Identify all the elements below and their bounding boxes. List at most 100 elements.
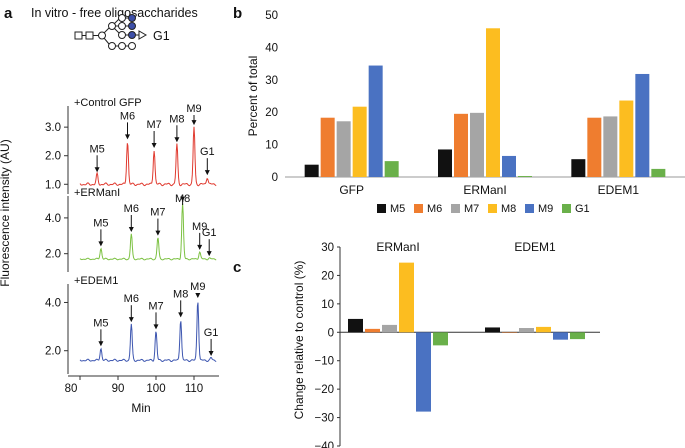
panel-c-category-label: ERManI [376,240,419,254]
peak-arrow-head [98,341,104,347]
panel-c-bar [519,328,534,333]
chromatogram-sample-label: +ERManI [74,187,120,199]
panel-c-y-tick-label: −30 [314,413,334,425]
peak-label: M7 [148,300,163,312]
panel-c-ylabel: Change relative to control (%) [292,261,306,420]
legend-swatch [562,204,571,213]
panel-b-category-label: ERManI [463,183,506,197]
peak-label: M6 [124,293,139,305]
peak-arrow-head [98,241,104,247]
panel-b-bar [603,116,618,177]
panel-b-bar [486,28,500,178]
peak-label: G1 [204,327,219,339]
panel-b-y-tick-label: 20 [265,107,278,119]
peak-label: M7 [146,119,161,131]
chromatogram-sample-label: +EDEM1 [74,275,118,287]
panel-b-bar [619,100,634,177]
panel-b-bar [470,112,484,177]
panel-c-bar [399,262,414,333]
legend-label: M7 [464,203,479,215]
panel-b-bar [587,117,602,177]
panel-c-chart: Change relative to control (%) 30 20 10 0 −10… [292,240,600,448]
panel-b-bar [651,168,666,177]
panel-c-bar [570,332,585,340]
peak-arrow-head [155,230,161,236]
panel-b-y-tick-label: 0 [272,172,278,184]
legend-swatch [525,204,534,213]
peak-label: M9 [192,221,207,233]
peak-label: M6 [124,203,139,215]
legend-label: M5 [390,203,405,215]
peak-arrow-head [94,167,100,173]
peak-arrow-head [128,317,134,323]
panel-a-xlabel: Min [131,401,150,415]
panel-b-chart: Percent of total 0 10 20 30 40 50 GFP ERManI EDEM… [246,10,685,215]
panel-letter-c: c [233,259,241,276]
peak-arrow-head [128,227,134,232]
peak-label: M9 [186,103,201,115]
panel-b-bar [571,159,586,177]
panel-b-bar [352,106,367,177]
panel-b-y-tick-label: 50 [265,10,278,22]
peak-arrow-head [125,134,130,140]
chromatogram-y-tick-label: 2.0 [45,346,61,358]
peak-arrow-head [204,170,210,176]
panel-b-bar [320,117,335,177]
peak-label: M5 [93,217,108,229]
panel-c-y-tick-label: 30 [321,242,334,254]
glycan-label: G1 [153,29,170,43]
panel-b-bar [454,113,468,177]
peak-label: M5 [89,143,104,155]
chromatogram-y-tick-label: 3.0 [45,122,61,134]
panel-c-bar [502,332,517,333]
panel-b-bar [368,65,383,177]
panel-c-y-tick-label: 20 [321,270,334,282]
peak-label: M6 [120,110,135,122]
legend-swatch [414,204,423,213]
panel-b-bar [304,164,319,177]
panel-b-ylabel: Percent of total [246,56,260,137]
panel-a-x-tick-label: 80 [65,383,78,395]
panel-c-y-tick-label: −40 [314,441,334,448]
peak-label: G1 [200,146,215,158]
panel-c-y-tick-label: −10 [314,356,334,368]
panel-b-bar [438,149,452,177]
chromatogram-y-tick-label: 1.0 [45,179,61,191]
peak-label: M7 [150,207,165,219]
peak-arrow-head [191,120,197,126]
peak-arrow-head [174,137,180,143]
panel-c-bar [433,332,448,346]
panel-a-ylabel: Fluorescence intensity (AU) [0,139,12,286]
panel-b-category-label: GFP [339,183,364,197]
chromatogram-y-tick-label: 2.0 [45,249,61,261]
legend-label: M8 [501,203,516,215]
peak-arrow-head [151,143,157,148]
legend-label: M9 [538,203,553,215]
legend-swatch [451,204,460,213]
legend-label: M6 [427,203,442,215]
legend-label: G1 [575,203,590,215]
panel-b-bar [518,176,532,177]
peak-label: M8 [173,288,188,300]
panel-c-y-tick-label: 10 [321,299,334,311]
panel-b-bar [635,73,650,177]
chromatogram-line-1 [79,203,217,261]
panel-c-bar [365,328,380,333]
panel-letter-a: a [4,5,13,22]
panel-c-bar [382,324,397,333]
panel-c-bar [536,326,551,333]
panel-c-y-tick-label: 0 [328,327,334,339]
legend-swatch [377,204,386,213]
peak-label: G1 [202,227,217,239]
panel-c-bar [348,318,363,333]
panel-b-bar [502,155,516,177]
panel-b-bar [336,121,351,177]
glycan-structure-icon [74,14,148,50]
chromatogram-line-0 [79,126,217,187]
peak-label: M5 [93,317,108,329]
panel-b-bar [384,161,399,177]
peak-arrow-head [153,324,159,330]
